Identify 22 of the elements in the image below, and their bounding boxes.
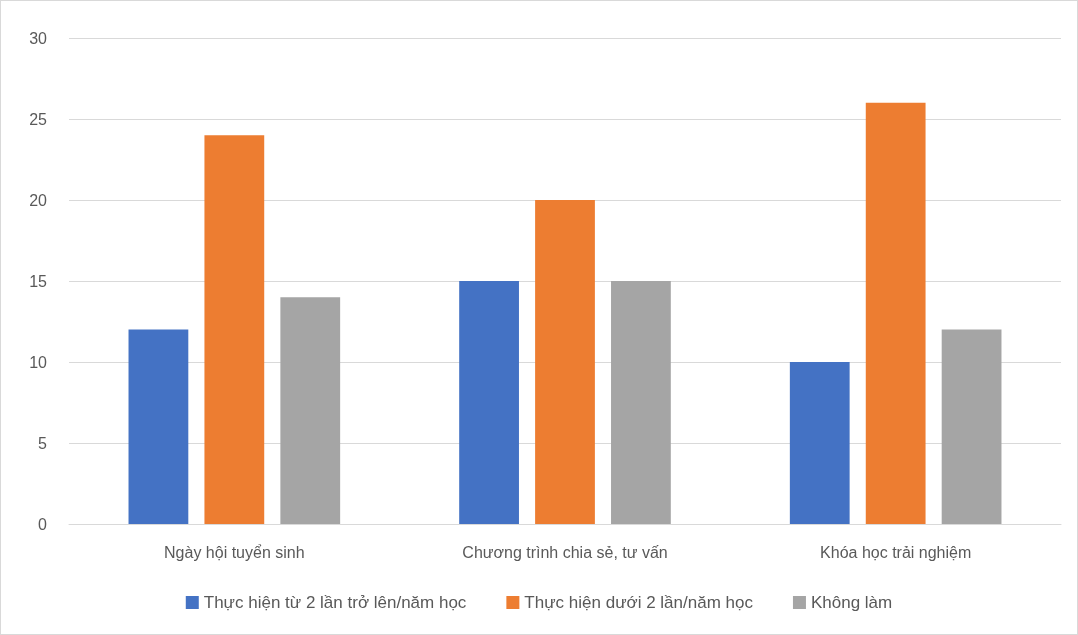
x-tick-label: Khóa học trải nghiệm [820, 543, 972, 561]
y-tick-label: 25 [29, 110, 48, 128]
legend-label: Không làm [810, 593, 893, 612]
bar [535, 200, 595, 524]
bar [611, 281, 671, 524]
bar [941, 329, 1002, 524]
x-tick-label: Chương trình chia sẻ, tư vấn [462, 543, 668, 561]
x-tick-label: Ngày hội tuyển sinh [164, 543, 305, 561]
y-tick-label: 10 [29, 353, 48, 371]
bar [280, 297, 341, 524]
y-tick-label: 20 [29, 191, 48, 209]
bar [459, 281, 519, 524]
bar [204, 135, 265, 524]
y-tick-label: 0 [38, 515, 48, 533]
y-tick-label: 15 [29, 272, 48, 290]
legend-label: Thực hiện dưới 2 lần/năm học [524, 593, 754, 612]
y-tick-label: 5 [38, 434, 48, 452]
bar [128, 329, 189, 524]
bar [789, 362, 850, 524]
bar [865, 102, 926, 524]
y-tick-label: 30 [29, 29, 48, 47]
legend-label: Thực hiện từ 2 lần trở lên/năm học [203, 593, 467, 612]
